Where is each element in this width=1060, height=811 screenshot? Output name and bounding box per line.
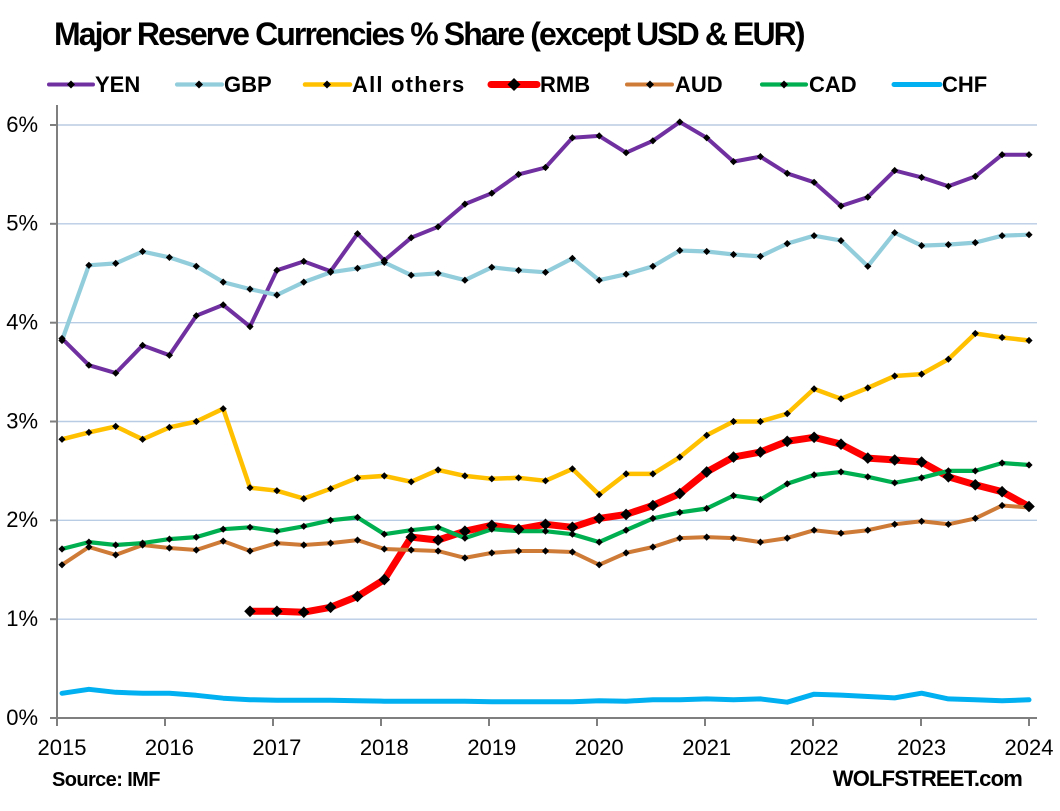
svg-text:2021: 2021 [682, 735, 731, 760]
svg-text:2%: 2% [6, 507, 38, 532]
svg-text:2019: 2019 [467, 735, 516, 760]
svg-text:RMB: RMB [540, 72, 590, 97]
svg-text:2024: 2024 [1005, 735, 1054, 760]
svg-text:2017: 2017 [252, 735, 301, 760]
svg-text:GBP: GBP [224, 72, 272, 97]
svg-text:YEN: YEN [95, 72, 140, 97]
svg-text:5%: 5% [6, 211, 38, 236]
svg-text:2015: 2015 [38, 735, 87, 760]
svg-text:2016: 2016 [145, 735, 194, 760]
svg-text:1%: 1% [6, 606, 38, 631]
svg-text:2020: 2020 [575, 735, 624, 760]
svg-text:3%: 3% [6, 408, 38, 433]
svg-text:2018: 2018 [360, 735, 409, 760]
svg-text:Major Reserve Currencies % Sha: Major Reserve Currencies % Share (except… [54, 16, 805, 52]
svg-text:0%: 0% [6, 705, 38, 730]
svg-text:CHF: CHF [942, 72, 987, 97]
svg-text:All others: All others [352, 72, 465, 97]
svg-text:6%: 6% [6, 112, 38, 137]
svg-text:2023: 2023 [897, 735, 946, 760]
svg-text:2022: 2022 [790, 735, 839, 760]
svg-text:WOLFSTREET.com: WOLFSTREET.com [833, 766, 1022, 791]
svg-text:Source: IMF: Source: IMF [52, 769, 160, 791]
svg-text:4%: 4% [6, 310, 38, 335]
svg-text:AUD: AUD [675, 72, 723, 97]
svg-text:CAD: CAD [809, 72, 857, 97]
